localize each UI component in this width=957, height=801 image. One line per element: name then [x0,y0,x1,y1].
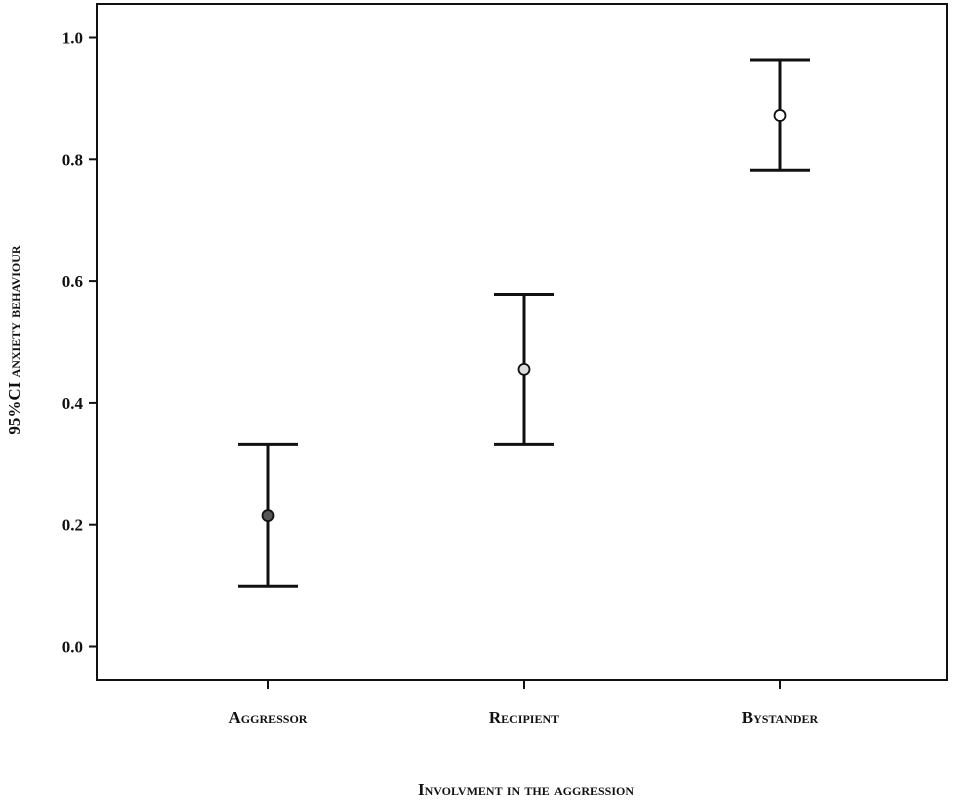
x-tick-label: Aggressor [229,708,308,727]
y-axis-title: 95%CI anxiety behaviour [5,245,24,435]
y-tick-label: 0.2 [62,516,83,535]
y-axis: 0.0 0.2 0.4 0.6 0.8 1.0 [62,28,97,657]
plot-frame [96,3,948,681]
y-tick-label: 0.4 [62,394,84,413]
y-tick-label: 0.0 [62,638,83,657]
y-tick-label: 1.0 [62,28,83,47]
y-tick-label: 0.8 [62,150,83,169]
mean-point [773,109,787,122]
x-axis: Aggressor Recipient Bystander [229,680,819,727]
x-axis-title: Involvment in the aggression [418,780,634,799]
y-tick-label: 0.6 [62,272,83,291]
errorbars [238,58,810,588]
mean-point [517,363,531,376]
x-tick-label: Recipient [489,708,559,727]
mean-point [261,509,275,522]
x-tick-label: Bystander [742,708,819,727]
